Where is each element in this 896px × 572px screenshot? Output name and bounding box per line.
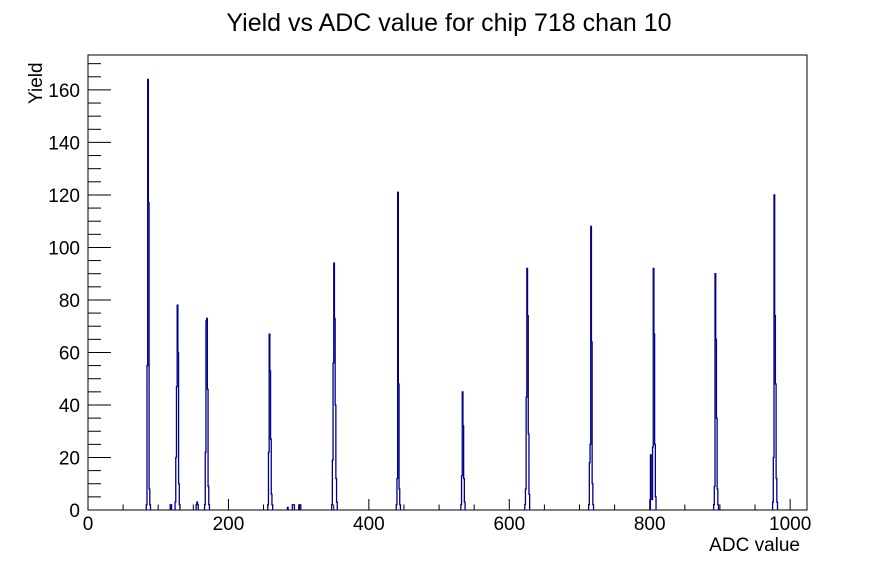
x-tick-label: 400 [353, 514, 385, 535]
y-tick-label: 100 [48, 238, 80, 259]
x-tick-label: 0 [83, 514, 94, 535]
y-axis-title: Yield [26, 62, 47, 104]
x-tick-label: 600 [493, 514, 525, 535]
y-tick-label: 20 [59, 448, 80, 469]
x-tick-label: 200 [213, 514, 245, 535]
x-tick-label: 800 [634, 514, 666, 535]
plot-frame [87, 54, 808, 511]
y-tick-label: 40 [59, 396, 80, 417]
x-tick-label: 1000 [769, 514, 811, 535]
x-axis-title: ADC value [709, 535, 800, 556]
y-tick-label: 0 [69, 501, 80, 522]
y-tick-label: 160 [48, 81, 80, 102]
y-tick-label: 140 [48, 133, 80, 154]
y-tick-label: 60 [59, 343, 80, 364]
histogram-outline [145, 78, 779, 510]
y-tick-label: 120 [48, 186, 80, 207]
plot-area: 0 200 400 600 800 1000 0 20 40 60 80 100 120 140 160 [48, 54, 811, 535]
y-tick-label: 80 [59, 291, 80, 312]
chart-title: Yield vs ADC value for chip 718 chan 10 [226, 9, 671, 37]
